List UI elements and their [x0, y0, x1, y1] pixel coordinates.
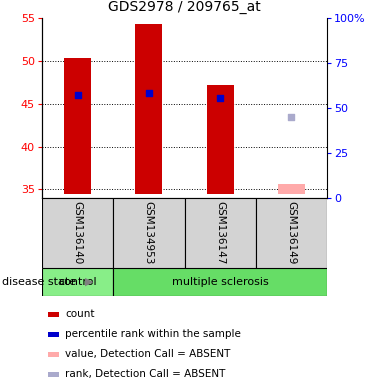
Bar — [42, 198, 113, 268]
Bar — [278, 184, 305, 194]
Bar — [206, 85, 234, 194]
Text: GSM136149: GSM136149 — [286, 201, 296, 265]
Bar — [113, 268, 327, 296]
Point — [146, 90, 152, 96]
Bar — [113, 198, 185, 268]
Text: count: count — [65, 310, 95, 319]
Text: value, Detection Call = ABSENT: value, Detection Call = ABSENT — [65, 349, 231, 359]
Point — [289, 114, 295, 120]
Bar — [42, 268, 113, 296]
Text: percentile rank within the sample: percentile rank within the sample — [65, 329, 241, 339]
Text: rank, Detection Call = ABSENT: rank, Detection Call = ABSENT — [65, 369, 226, 379]
Bar — [256, 198, 327, 268]
Bar — [185, 198, 256, 268]
Point — [217, 94, 223, 101]
Point — [75, 92, 81, 98]
Bar — [64, 58, 91, 194]
Text: ▶: ▶ — [85, 277, 93, 287]
Bar — [135, 24, 162, 194]
Text: multiple sclerosis: multiple sclerosis — [172, 277, 269, 287]
Text: GSM136140: GSM136140 — [73, 201, 83, 265]
Bar — [48, 352, 59, 357]
Text: disease state: disease state — [2, 277, 76, 287]
Bar — [48, 372, 59, 377]
Bar — [48, 312, 59, 316]
Title: GDS2978 / 209765_at: GDS2978 / 209765_at — [108, 0, 261, 14]
Text: GSM136147: GSM136147 — [215, 201, 225, 265]
Text: GSM134953: GSM134953 — [144, 201, 154, 265]
Bar — [48, 332, 59, 337]
Text: control: control — [58, 277, 97, 287]
